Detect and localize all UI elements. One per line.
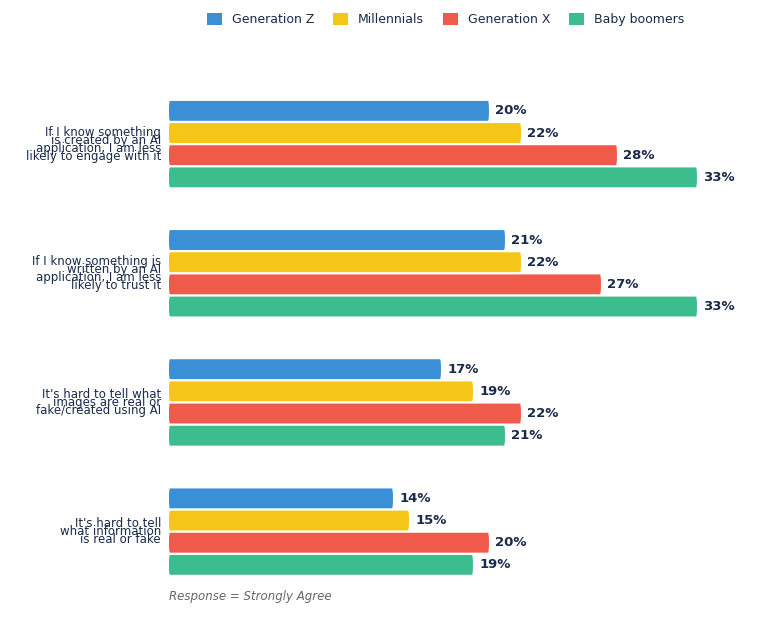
- Text: It's hard to tell what: It's hard to tell what: [41, 388, 161, 401]
- Text: 22%: 22%: [528, 256, 559, 269]
- FancyBboxPatch shape: [169, 404, 521, 423]
- Text: 33%: 33%: [703, 300, 735, 313]
- FancyBboxPatch shape: [169, 123, 521, 143]
- FancyBboxPatch shape: [169, 488, 393, 509]
- FancyBboxPatch shape: [169, 167, 697, 187]
- Text: is real or fake: is real or fake: [81, 533, 161, 546]
- Text: written by an AI: written by an AI: [67, 262, 161, 276]
- Text: 15%: 15%: [415, 514, 447, 527]
- Text: If I know something is: If I know something is: [31, 255, 161, 268]
- Text: 14%: 14%: [399, 492, 431, 505]
- Text: 33%: 33%: [703, 171, 735, 184]
- FancyBboxPatch shape: [169, 297, 697, 317]
- Text: images are real or: images are real or: [53, 396, 161, 409]
- FancyBboxPatch shape: [169, 252, 521, 272]
- Legend: Generation Z, Millennials, Generation X, Baby boomers: Generation Z, Millennials, Generation X,…: [207, 13, 684, 26]
- FancyBboxPatch shape: [169, 510, 409, 531]
- Text: is created by an AI: is created by an AI: [51, 134, 161, 146]
- Text: likely to engage with it: likely to engage with it: [25, 150, 161, 163]
- Text: 22%: 22%: [528, 407, 559, 420]
- FancyBboxPatch shape: [169, 533, 489, 553]
- Text: 20%: 20%: [495, 104, 527, 117]
- FancyBboxPatch shape: [169, 145, 617, 165]
- Text: 19%: 19%: [479, 385, 511, 398]
- Text: 22%: 22%: [528, 127, 559, 139]
- Text: 21%: 21%: [511, 429, 543, 442]
- Text: likely to trust it: likely to trust it: [71, 279, 161, 292]
- Text: 20%: 20%: [495, 536, 527, 549]
- FancyBboxPatch shape: [169, 381, 473, 401]
- Text: 27%: 27%: [607, 278, 639, 291]
- Text: 28%: 28%: [624, 149, 655, 162]
- Text: application, I am less: application, I am less: [35, 141, 161, 155]
- Text: what information: what information: [60, 525, 161, 538]
- Text: 19%: 19%: [479, 558, 511, 571]
- Text: It's hard to tell: It's hard to tell: [74, 517, 161, 530]
- Text: Response = Strongly Agree: Response = Strongly Agree: [169, 590, 332, 603]
- Text: fake/created using AI: fake/created using AI: [36, 404, 161, 417]
- FancyBboxPatch shape: [169, 274, 601, 294]
- FancyBboxPatch shape: [169, 555, 473, 575]
- Text: application, I am less: application, I am less: [35, 271, 161, 284]
- FancyBboxPatch shape: [169, 230, 505, 250]
- Text: 21%: 21%: [511, 233, 543, 247]
- FancyBboxPatch shape: [169, 426, 505, 445]
- Text: 17%: 17%: [447, 363, 478, 375]
- FancyBboxPatch shape: [169, 101, 489, 121]
- FancyBboxPatch shape: [169, 359, 441, 379]
- Text: If I know something: If I know something: [45, 126, 161, 139]
